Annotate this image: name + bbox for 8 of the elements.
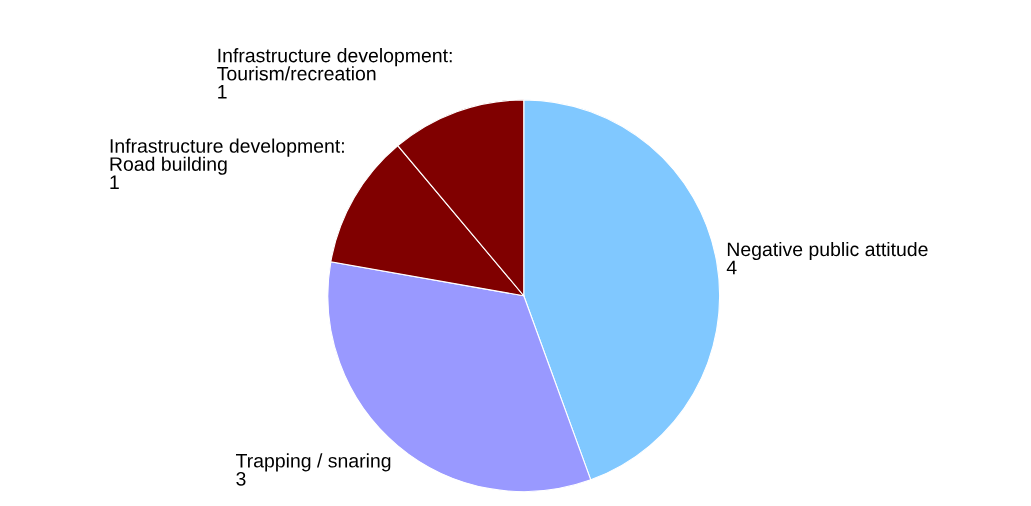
data-label: 1 bbox=[110, 175, 119, 189]
slice-label: Trapping / snaring bbox=[235, 453, 391, 472]
slice-label: Infrastructure development: Tourism/recreation bbox=[217, 48, 452, 81]
slice-label: Negative public attitude bbox=[727, 241, 928, 261]
data-label: 3 bbox=[236, 471, 246, 486]
data-label: 4 bbox=[726, 260, 737, 275]
data-label: 1 bbox=[218, 85, 227, 99]
slice-label: Infrastructure development: Road building bbox=[110, 138, 344, 175]
